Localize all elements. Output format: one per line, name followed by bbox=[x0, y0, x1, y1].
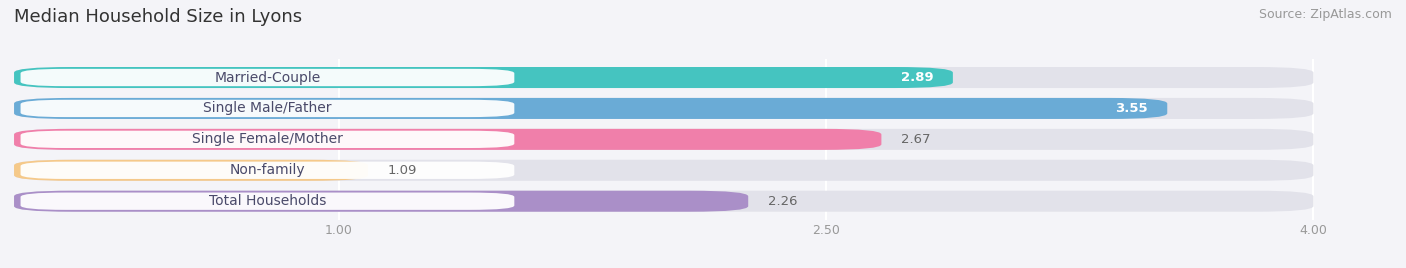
Text: Non-family: Non-family bbox=[229, 163, 305, 177]
Text: Single Female/Mother: Single Female/Mother bbox=[193, 132, 343, 146]
Text: 2.67: 2.67 bbox=[901, 133, 931, 146]
FancyBboxPatch shape bbox=[14, 129, 1313, 150]
FancyBboxPatch shape bbox=[21, 192, 515, 210]
Text: Married-Couple: Married-Couple bbox=[214, 70, 321, 84]
FancyBboxPatch shape bbox=[14, 191, 1313, 212]
Text: 2.26: 2.26 bbox=[768, 195, 797, 208]
FancyBboxPatch shape bbox=[14, 160, 1313, 181]
FancyBboxPatch shape bbox=[21, 69, 515, 86]
FancyBboxPatch shape bbox=[21, 131, 515, 148]
FancyBboxPatch shape bbox=[21, 100, 515, 117]
Text: Single Male/Father: Single Male/Father bbox=[204, 101, 332, 116]
FancyBboxPatch shape bbox=[14, 98, 1167, 119]
Text: Source: ZipAtlas.com: Source: ZipAtlas.com bbox=[1258, 8, 1392, 21]
FancyBboxPatch shape bbox=[14, 67, 1313, 88]
Text: 1.09: 1.09 bbox=[388, 164, 418, 177]
FancyBboxPatch shape bbox=[14, 191, 748, 212]
FancyBboxPatch shape bbox=[14, 129, 882, 150]
FancyBboxPatch shape bbox=[21, 162, 515, 179]
FancyBboxPatch shape bbox=[14, 98, 1313, 119]
Text: Median Household Size in Lyons: Median Household Size in Lyons bbox=[14, 8, 302, 26]
Text: 2.89: 2.89 bbox=[901, 71, 934, 84]
Text: 3.55: 3.55 bbox=[1115, 102, 1147, 115]
FancyBboxPatch shape bbox=[14, 160, 368, 181]
Text: Total Households: Total Households bbox=[208, 194, 326, 208]
FancyBboxPatch shape bbox=[14, 67, 953, 88]
